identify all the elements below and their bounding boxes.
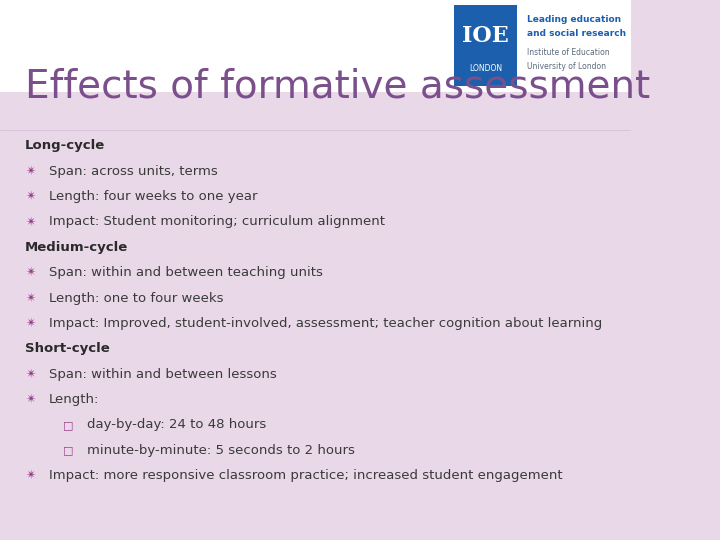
Text: □: □ xyxy=(63,446,73,455)
Text: ✴: ✴ xyxy=(25,469,36,482)
Text: ✴: ✴ xyxy=(25,317,36,330)
Text: Impact: more responsive classroom practice; increased student engagement: Impact: more responsive classroom practi… xyxy=(49,469,563,482)
Text: ✴: ✴ xyxy=(25,393,36,406)
Text: Impact: Improved, student-involved, assessment; teacher cognition about learning: Impact: Improved, student-involved, asse… xyxy=(49,317,603,330)
Text: IOE: IOE xyxy=(462,25,509,47)
FancyBboxPatch shape xyxy=(454,5,517,86)
Text: ✴: ✴ xyxy=(25,165,36,178)
Text: Effects of formative assessment: Effects of formative assessment xyxy=(25,68,650,105)
Text: Short-cycle: Short-cycle xyxy=(25,342,110,355)
Text: and social research: and social research xyxy=(526,29,626,38)
FancyBboxPatch shape xyxy=(0,0,631,92)
Text: Long-cycle: Long-cycle xyxy=(25,139,105,152)
Text: Span: within and between lessons: Span: within and between lessons xyxy=(49,368,277,381)
Text: Leading education: Leading education xyxy=(526,16,621,24)
Text: ✴: ✴ xyxy=(25,266,36,279)
Text: ✴: ✴ xyxy=(25,292,36,305)
Text: Institute of Education: Institute of Education xyxy=(526,48,609,57)
Text: Span: within and between teaching units: Span: within and between teaching units xyxy=(49,266,323,279)
Text: University of London: University of London xyxy=(526,62,606,71)
Text: day-by-day: 24 to 48 hours: day-by-day: 24 to 48 hours xyxy=(87,418,266,431)
Text: Length: one to four weeks: Length: one to four weeks xyxy=(49,292,224,305)
Text: Span: across units, terms: Span: across units, terms xyxy=(49,165,218,178)
Text: □: □ xyxy=(63,420,73,430)
Text: minute-by-minute: 5 seconds to 2 hours: minute-by-minute: 5 seconds to 2 hours xyxy=(87,444,355,457)
Text: LONDON: LONDON xyxy=(469,64,502,73)
Text: Length: four weeks to one year: Length: four weeks to one year xyxy=(49,190,258,203)
Text: Length:: Length: xyxy=(49,393,99,406)
Text: ✴: ✴ xyxy=(25,368,36,381)
Text: ✴: ✴ xyxy=(25,215,36,228)
Text: ✴: ✴ xyxy=(25,190,36,203)
Text: Medium-cycle: Medium-cycle xyxy=(25,241,128,254)
Text: Impact: Student monitoring; curriculum alignment: Impact: Student monitoring; curriculum a… xyxy=(49,215,385,228)
